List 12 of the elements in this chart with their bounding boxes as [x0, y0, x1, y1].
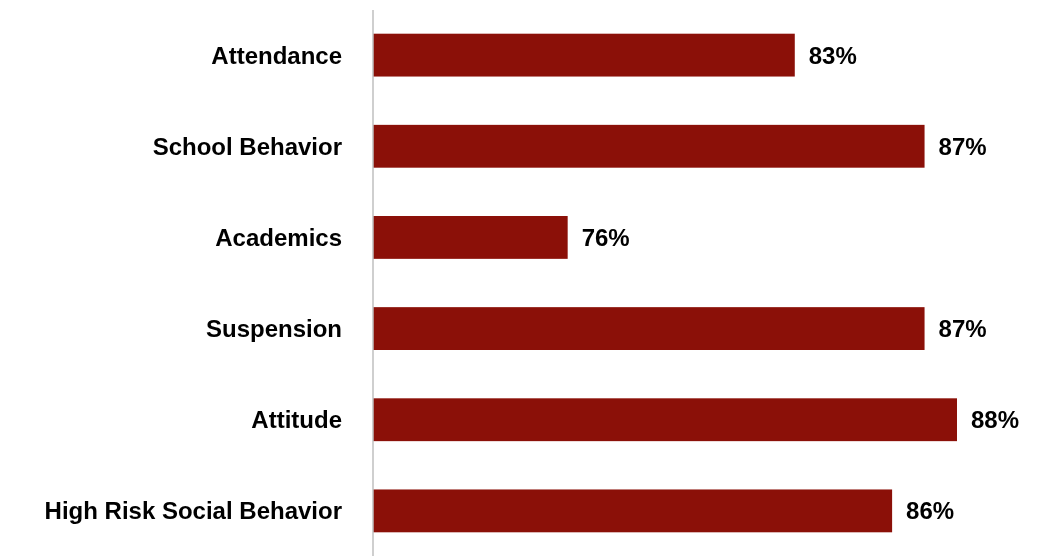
- data-label: 87%: [938, 314, 987, 342]
- data-label: 86%: [906, 497, 955, 525]
- y-tick-label: Attendance: [211, 41, 342, 69]
- y-tick-label: Suspension: [205, 314, 342, 342]
- data-label: 88%: [971, 406, 1020, 434]
- data-label: 76%: [581, 223, 630, 251]
- y-tick-label: School Behavior: [152, 132, 342, 160]
- y-tick-label: Attitude: [251, 406, 342, 434]
- data-label: 87%: [938, 132, 987, 160]
- data-label: 83%: [808, 41, 857, 69]
- y-tick-label: High Risk Social Behavior: [44, 497, 342, 525]
- y-tick-label: Academics: [215, 223, 342, 251]
